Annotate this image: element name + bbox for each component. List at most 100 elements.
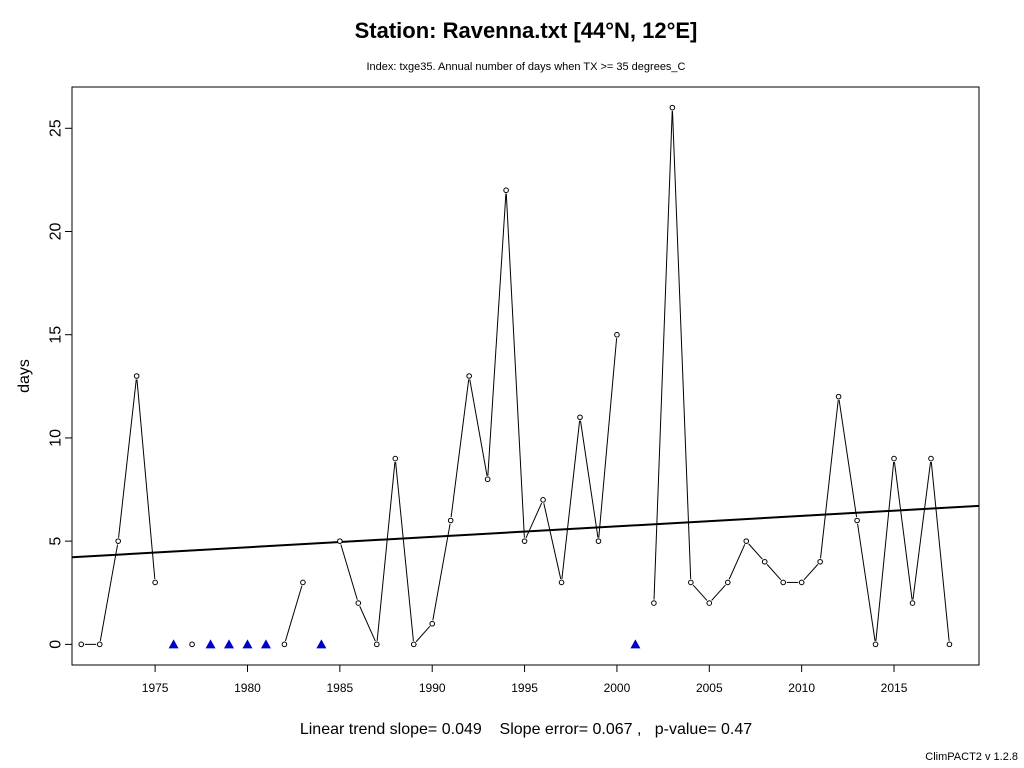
data-point (78, 641, 85, 648)
series-segment (748, 543, 763, 560)
series-segment (118, 379, 137, 538)
data-point (189, 641, 195, 648)
missing-year-marker (630, 639, 641, 649)
data-point (706, 600, 713, 606)
series-segment (838, 400, 858, 518)
series-segment (857, 523, 876, 641)
series-segment (432, 523, 451, 621)
x-tick-label: 1975 (142, 681, 169, 695)
missing-year-marker (205, 639, 216, 649)
series-segment (692, 584, 708, 601)
data-point (798, 579, 805, 586)
y-tick-label: 0 (48, 640, 65, 649)
y-axis-label: days (16, 359, 33, 393)
series-segment (893, 461, 913, 600)
data-point (152, 579, 158, 586)
x-tick-label: 2010 (788, 681, 815, 695)
chart-subtitle: Index: txge35. Annual number of days whe… (366, 61, 685, 73)
series-segment (395, 462, 414, 641)
data-point (300, 579, 306, 586)
series-segment (525, 502, 543, 539)
data-point (669, 104, 676, 111)
series-segment (136, 379, 156, 579)
trend-line (71, 504, 980, 559)
data-point (281, 641, 288, 648)
series-segment (820, 400, 839, 559)
data-point (928, 455, 934, 462)
y-tick-label: 20 (48, 223, 65, 241)
data-point (540, 497, 546, 503)
series-segment (875, 462, 895, 641)
y-tick-label: 25 (48, 119, 65, 137)
series-segment (653, 111, 673, 600)
x-tick-label: 2005 (696, 681, 723, 695)
series-line (84, 111, 950, 645)
series-segment (487, 193, 507, 476)
x-axis: 1975 1980 1985 1990 1995 2000 2005 2010 2015 (142, 665, 908, 695)
credit-text: ClimPACT2 v 1.2.8 (925, 751, 1018, 763)
data-point (392, 455, 399, 462)
data-point (577, 414, 583, 421)
data-point (854, 517, 860, 524)
data-point (817, 558, 823, 565)
data-point (891, 455, 897, 462)
series-segment (711, 584, 726, 601)
series-segment (99, 544, 119, 641)
data-point (337, 538, 343, 544)
data-point (872, 641, 879, 648)
series-segment (284, 585, 303, 642)
y-axis: 0 5 10 15 20 25 (48, 119, 72, 649)
series-segment (415, 625, 431, 643)
y-tick-label: 5 (48, 537, 65, 546)
series-segment (728, 544, 746, 580)
series-segment (803, 564, 819, 581)
x-tick-label: 1985 (326, 681, 353, 695)
series-segment (580, 420, 599, 538)
series-segment (505, 193, 525, 538)
x-tick-label: 1995 (511, 681, 538, 695)
data-point (355, 600, 362, 606)
data-point (688, 579, 694, 586)
series-segment (469, 379, 488, 476)
missing-markers (168, 639, 641, 649)
series-segment (930, 462, 950, 641)
data-point (410, 641, 417, 648)
data-point (595, 538, 602, 544)
data-point (558, 579, 565, 586)
series-segment (671, 111, 692, 579)
data-point (96, 641, 103, 648)
data-point (946, 641, 953, 648)
x-tick-label: 2015 (881, 681, 908, 695)
data-point (429, 620, 436, 627)
series-segment (359, 606, 376, 642)
data-point (835, 393, 842, 400)
data-point (761, 558, 768, 565)
y-tick-label: 15 (48, 326, 65, 344)
data-point (521, 538, 528, 544)
series-segment (598, 338, 618, 538)
series-segment (561, 420, 581, 580)
data-point (447, 517, 454, 524)
data-point (133, 373, 140, 379)
series-segment (340, 544, 358, 600)
series-segment (543, 503, 562, 580)
trend-statistics: Linear trend slope= 0.049 Slope error= 0… (300, 721, 752, 738)
missing-year-marker (242, 639, 253, 649)
missing-year-marker (224, 639, 235, 649)
data-point (614, 331, 620, 338)
plot-frame (71, 86, 980, 666)
data-point (651, 600, 657, 606)
data-point (909, 600, 916, 606)
chart-title: Station: Ravenna.txt [44°N, 12°E] (355, 18, 698, 43)
missing-year-marker (260, 639, 271, 649)
missing-year-marker (168, 639, 179, 649)
x-tick-label: 1980 (234, 681, 261, 695)
data-points (78, 104, 953, 648)
missing-year-marker (316, 639, 327, 649)
data-point (115, 538, 121, 544)
data-point (503, 187, 509, 194)
x-tick-label: 2000 (604, 681, 631, 695)
series-segment (376, 462, 396, 641)
data-point (466, 373, 472, 379)
